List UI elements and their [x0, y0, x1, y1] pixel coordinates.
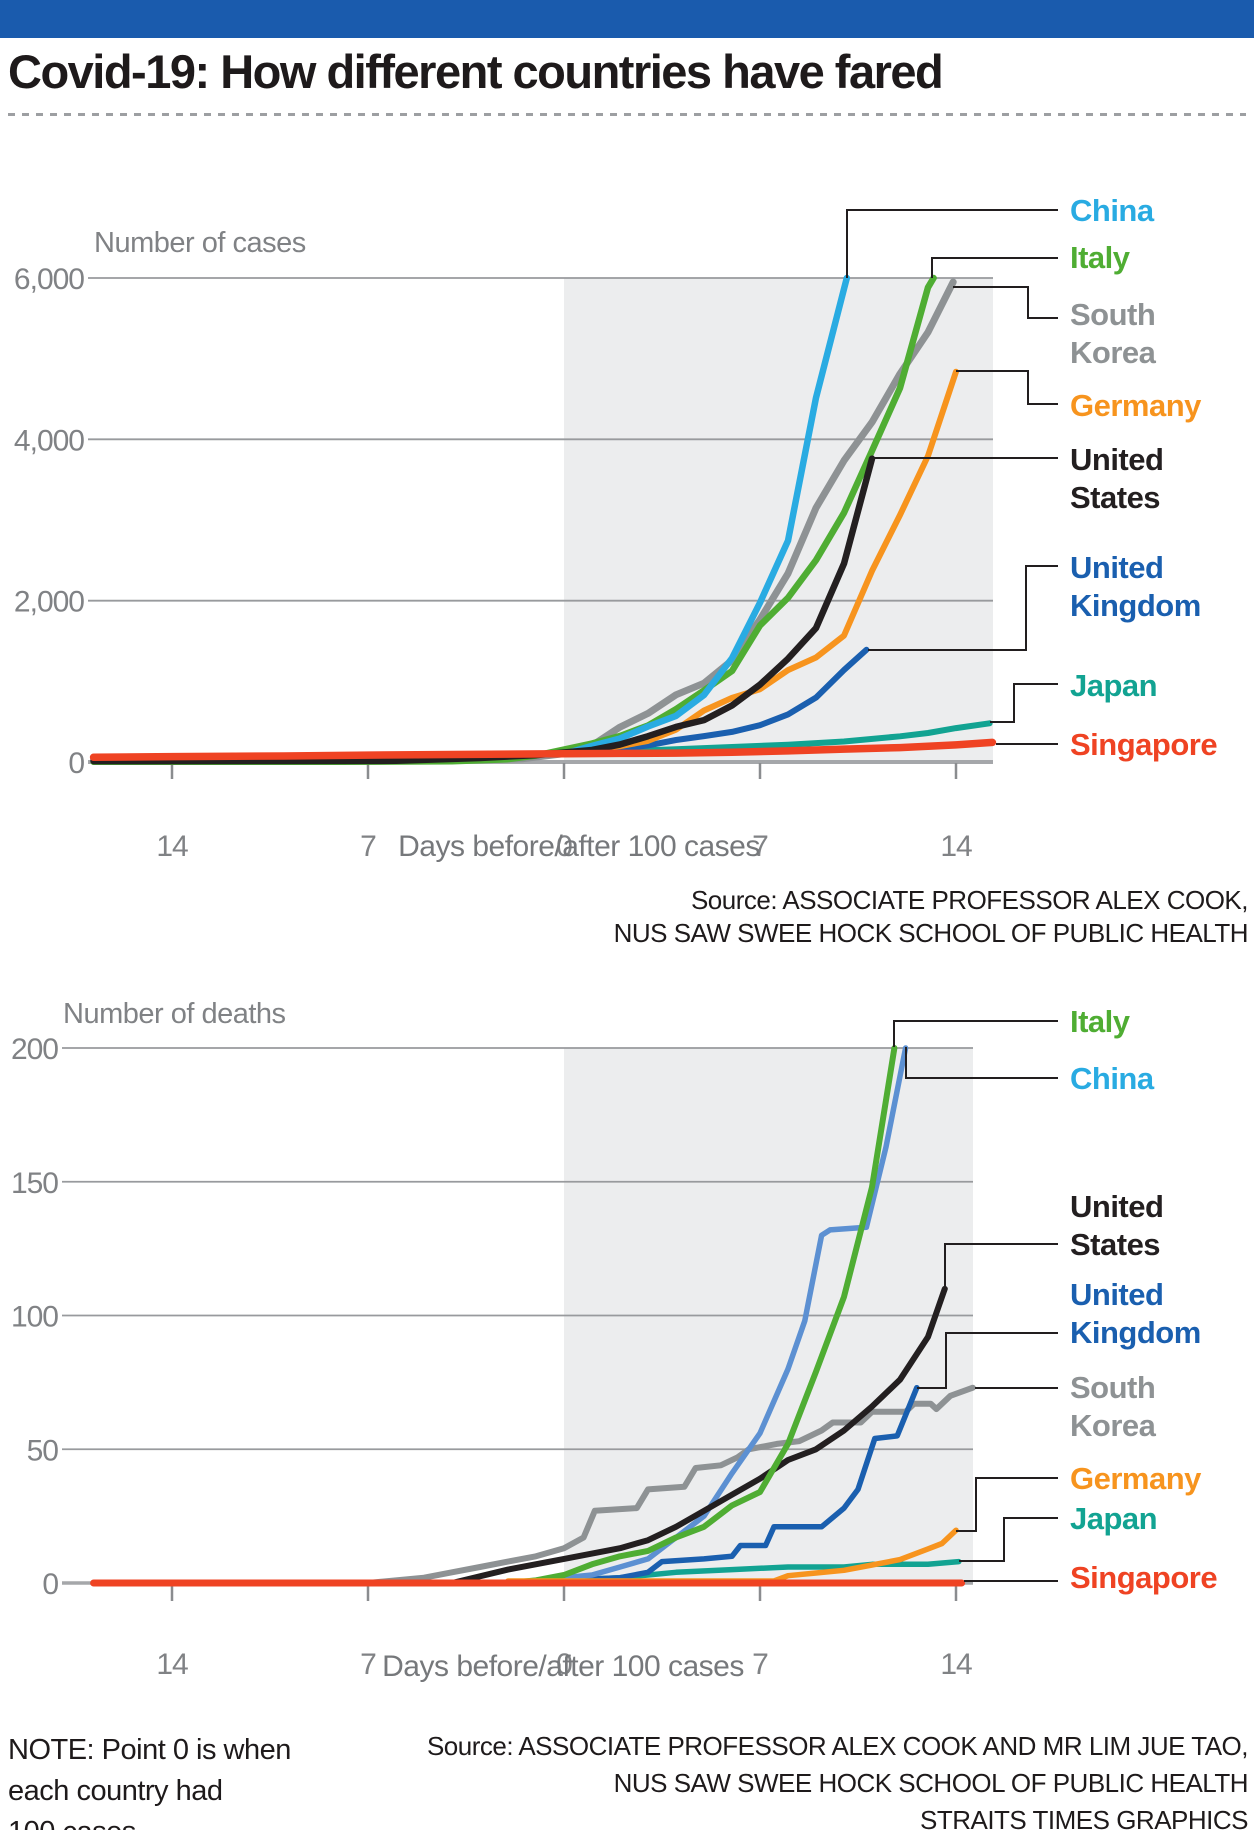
y-tick-label: 50 [27, 1434, 59, 1467]
y-tick-label: 100 [11, 1301, 58, 1334]
x-tick-label: 7 [360, 830, 376, 863]
deaths-chart-title: Number of deaths [63, 998, 286, 1030]
legend-label-germany: Germany [1070, 387, 1201, 425]
legend-label-uk-line2: Kingdom [1070, 1315, 1201, 1350]
legend-label-singapore: Singapore [1070, 1559, 1218, 1597]
source-cases-line2: NUS SAW SWEE HOCK SCHOOL OF PUBLIC HEALT… [613, 918, 1249, 948]
source-deaths-line2: NUS SAW SWEE HOCK SCHOOL OF PUBLIC HEALT… [613, 1768, 1249, 1798]
dashed-divider [8, 113, 1246, 116]
legend-label-germany-line1: Germany [1070, 1461, 1201, 1496]
legend-label-us-line1: United [1070, 442, 1164, 477]
deaths-x-axis-title: Days before/after 100 cases [382, 1650, 744, 1683]
y-tick-label: 0 [68, 747, 84, 780]
italy-line [90, 1045, 898, 1586]
singapore-line [89, 738, 997, 762]
germany-callout-line [956, 370, 1058, 405]
source-deaths-line1: Source: ASSOCIATE PROFESSOR ALEX COOK AN… [426, 1731, 1249, 1761]
legend-label-germany: Germany [1070, 1460, 1201, 1498]
legend-label-us: United States [1070, 1188, 1164, 1264]
legend-label-italy-line1: Italy [1070, 240, 1130, 275]
source-cases: Source: ASSOCIATE PROFESSOR ALEX COOK, N… [613, 884, 1249, 950]
legend-label-us-line2: States [1070, 1227, 1161, 1262]
x-tick-label: 0 [556, 1648, 572, 1681]
china-callout-line [905, 1047, 1058, 1079]
us-callout-line [944, 1243, 1058, 1288]
germany-line [505, 1527, 959, 1584]
masthead-bar [0, 0, 1254, 38]
legend-label-germany-line1: Germany [1070, 388, 1201, 423]
legend-label-china-line1: China [1070, 1061, 1154, 1096]
legend-label-japan-line1: Japan [1070, 1501, 1158, 1536]
legend-label-uk-line1: United [1070, 550, 1164, 585]
x-tick-label: 7 [752, 1648, 768, 1681]
legend-label-uk-line1: United [1070, 1277, 1164, 1312]
us-line [90, 1285, 948, 1586]
footnote-line2: each country had [8, 1775, 223, 1807]
legend-label-south_korea-line2: Korea [1070, 1408, 1156, 1443]
italy-callout-line [893, 1020, 1058, 1047]
legend-label-south_korea-line2: Korea [1070, 335, 1156, 370]
legend-label-south_korea-line1: South [1070, 297, 1156, 332]
legend-label-uk: United Kingdom [1070, 1276, 1201, 1352]
legend-label-south_korea: South Korea [1070, 296, 1156, 372]
y-tick-label: 6,000 [14, 263, 84, 296]
us-line [90, 455, 876, 765]
y-tick-label: 2,000 [14, 586, 84, 619]
legend-label-japan: Japan [1070, 667, 1158, 705]
legend-label-uk: United Kingdom [1070, 549, 1201, 625]
footnote-line3: 100 cases. [8, 1816, 144, 1830]
x-tick-label: 7 [752, 830, 768, 863]
deaths-chart: 14 7 0 7 14 0 50 100 150 200 [11, 1020, 1058, 1681]
japan-callout-line [990, 683, 1058, 723]
legend-label-south_korea-line1: South [1070, 1370, 1156, 1405]
legend-label-us: United States [1070, 441, 1164, 517]
footnote-line1: NOTE: Point 0 is when [8, 1734, 291, 1766]
legend-label-japan-line1: Japan [1070, 668, 1158, 703]
legend-label-us-line2: States [1070, 480, 1161, 515]
legend-label-japan: Japan [1070, 1500, 1158, 1538]
source-deaths: Source: ASSOCIATE PROFESSOR ALEX COOK AN… [426, 1728, 1249, 1830]
china-line [90, 1045, 909, 1586]
x-tick-label: 0 [556, 830, 572, 863]
x-tick-label: 14 [940, 1648, 972, 1681]
cases-chart: 14 7 0 7 14 0 2,000 4,000 6,000 [14, 209, 1058, 863]
y-tick-label: 150 [11, 1167, 58, 1200]
japan-callout-line [959, 1517, 1058, 1562]
footnote: NOTE: Point 0 is when each country had 1… [8, 1730, 338, 1830]
page-title: Covid-19: How different countries have f… [8, 45, 944, 98]
cases-x-axis-title: Days before/after 100 cases [398, 830, 760, 863]
legend-label-china: China [1070, 1060, 1154, 1098]
legend-label-italy: Italy [1070, 1003, 1130, 1041]
y-tick-label: 0 [42, 1568, 58, 1601]
legend-label-singapore-line1: Singapore [1070, 1560, 1218, 1595]
y-tick-label: 4,000 [14, 424, 84, 457]
italy-callout-line [931, 257, 1058, 278]
legend-label-uk-line2: Kingdom [1070, 588, 1201, 623]
legend-label-south_korea: South Korea [1070, 1369, 1156, 1445]
legend-label-italy-line1: Italy [1070, 1004, 1130, 1039]
source-deaths-line3: STRAITS TIMES GRAPHICS [919, 1805, 1249, 1830]
after-100-cases-shade [564, 278, 993, 762]
x-tick-label: 14 [156, 1648, 188, 1681]
china-callout-line [846, 209, 1058, 278]
uk-callout-line [917, 1332, 1058, 1389]
legend-label-singapore-line1: Singapore [1070, 727, 1218, 762]
uk-callout-line [868, 565, 1058, 651]
x-tick-label: 14 [940, 830, 972, 863]
legend-label-china-line1: China [1070, 193, 1154, 228]
legend-label-singapore: Singapore [1070, 726, 1218, 764]
legend-label-italy: Italy [1070, 239, 1130, 277]
y-tick-label: 200 [11, 1033, 58, 1066]
x-tick-label: 7 [360, 1648, 376, 1681]
cases-chart-title: Number of cases [94, 227, 306, 259]
legend-label-us-line1: United [1070, 1189, 1164, 1224]
germany-callout-line [956, 1477, 1058, 1532]
south_korea-callout-line [953, 286, 1058, 319]
source-cases-line1: Source: ASSOCIATE PROFESSOR ALEX COOK, [690, 885, 1249, 915]
legend-label-china: China [1070, 192, 1154, 230]
x-tick-label: 14 [156, 830, 188, 863]
